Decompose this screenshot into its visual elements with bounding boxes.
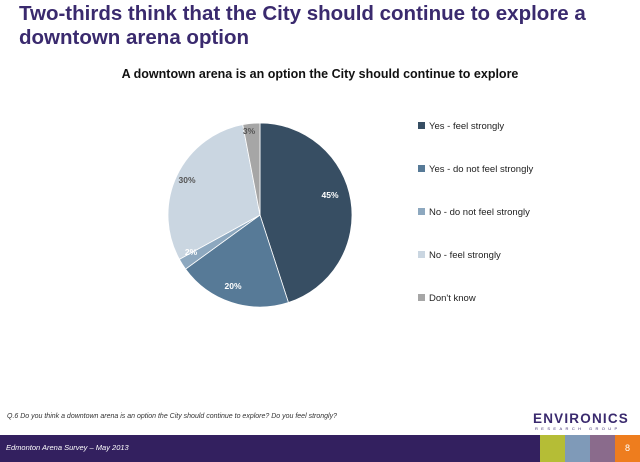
pie-slice <box>242 122 261 216</box>
legend-swatch <box>418 208 425 215</box>
survey-question-footnote: Q.6 Do you think a downtown arena is an … <box>7 413 337 420</box>
legend-label: Don't know <box>429 293 476 304</box>
legend-item-yes-not-strongly: Yes - do not feel strongly <box>418 164 533 175</box>
legend-item-yes-strongly: Yes - feel strongly <box>418 121 504 132</box>
footer-color-block-3 <box>590 435 615 462</box>
pie-data-label: 2% <box>185 247 198 257</box>
environics-logo: ENVIRONICS RESEARCH GROUP <box>533 411 637 432</box>
footer-survey-title: Edmonton Arena Survey – May 2013 <box>6 443 129 452</box>
pie-slice <box>185 214 289 308</box>
legend-swatch <box>418 294 425 301</box>
footer-color-block-1 <box>540 435 565 462</box>
pie-chart: 45% 20% 2% 30% 3% <box>167 122 353 308</box>
footer-color-block-2 <box>565 435 590 462</box>
logo-wordmark: ENVIRONICS <box>533 411 630 426</box>
slide-title: Two-thirds think that the City should co… <box>19 2 586 49</box>
legend-swatch <box>418 165 425 172</box>
legend-item-no-not-strongly: No - do not feel strongly <box>418 207 530 218</box>
pie-data-label: 45% <box>321 190 338 200</box>
legend-item-no-strongly: No - feel strongly <box>418 250 501 261</box>
pie-data-label: 30% <box>178 175 195 185</box>
legend-label: Yes - feel strongly <box>429 121 505 132</box>
legend-item-dont-know: Don't know <box>418 293 476 304</box>
pie-data-label: 20% <box>224 281 241 291</box>
footer-bar: Edmonton Arena Survey – May 2013 <box>0 435 540 462</box>
legend-label: Yes - do not feel strongly <box>429 164 534 175</box>
pie-slice <box>167 124 261 260</box>
pie-slice <box>259 122 353 304</box>
pie-data-label: 3% <box>243 126 256 136</box>
logo-tagline: RESEARCH GROUP <box>535 426 621 431</box>
legend-label: No - do not feel strongly <box>429 207 530 218</box>
legend-swatch <box>418 251 425 258</box>
legend-label: No - feel strongly <box>429 250 501 261</box>
legend-swatch <box>418 122 425 129</box>
page-number: 8 <box>615 435 640 462</box>
chart-title: A downtown arena is an option the City s… <box>121 67 519 81</box>
